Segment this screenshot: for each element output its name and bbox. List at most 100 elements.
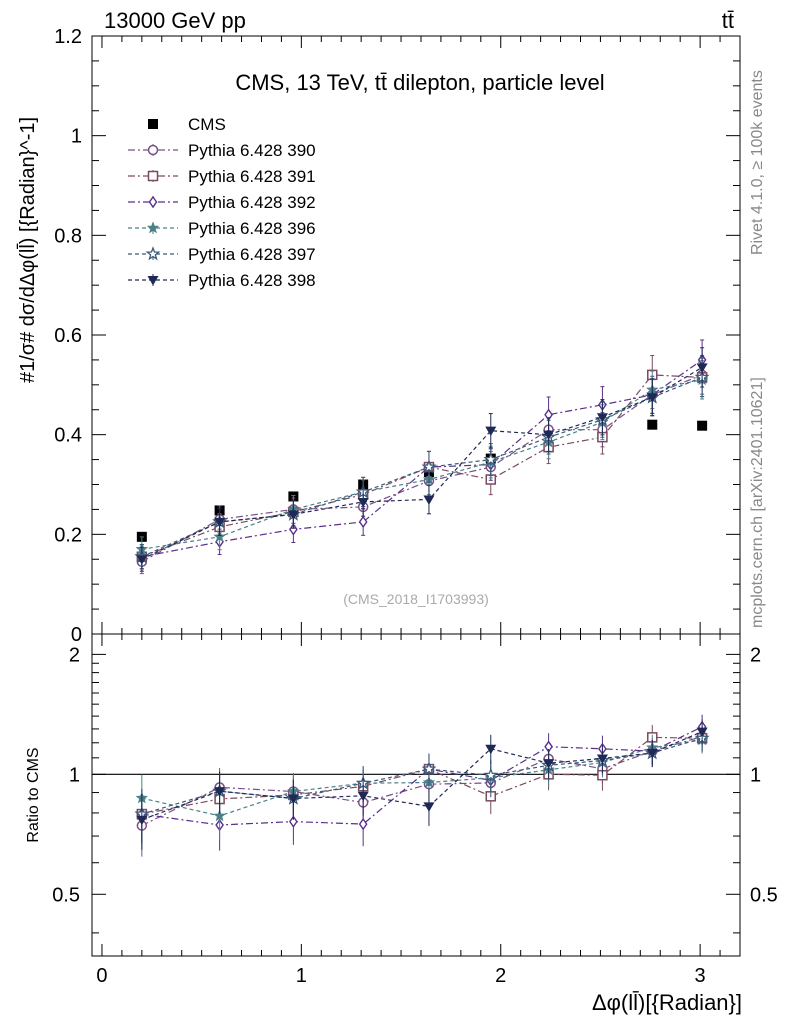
ratio-series-6	[136, 719, 708, 850]
legend-marker	[145, 246, 161, 261]
legend-label: Pythia 6.428 396	[188, 219, 316, 238]
legend-item-0: CMS	[148, 115, 226, 134]
legend-marker	[147, 276, 159, 286]
ratio-y-tick-label-right: 1	[750, 764, 761, 786]
ratio-point	[214, 787, 226, 797]
legend-item-2: Pythia 6.428 391	[128, 167, 316, 186]
ratio-point	[543, 759, 555, 769]
ratio-point	[213, 809, 226, 822]
ratio-line	[141, 726, 703, 826]
chart-title: CMS, 13 TeV, tt̄ dilepton, particle leve…	[235, 70, 604, 95]
data-point	[483, 451, 499, 466]
data-point	[421, 459, 437, 474]
legend-item-3: Pythia 6.428 392	[128, 193, 316, 212]
legend-item-4: Pythia 6.428 396	[128, 219, 316, 238]
series-line	[141, 379, 703, 550]
data-point	[357, 497, 369, 508]
data-point	[697, 420, 708, 431]
series-line	[141, 376, 703, 558]
legend-marker	[147, 170, 159, 182]
y-tick-label: 1	[71, 126, 82, 148]
y-tick-label: 0.4	[54, 425, 82, 447]
data-point	[485, 426, 497, 437]
data-point	[214, 517, 226, 528]
legend-marker	[147, 144, 159, 156]
series-layer	[134, 339, 710, 575]
data-point	[136, 555, 148, 565]
series-6	[136, 347, 708, 572]
legend-item-5: Pythia 6.428 397	[128, 245, 316, 264]
data-point	[358, 515, 368, 529]
series-line	[141, 374, 703, 563]
ratio-point	[485, 744, 497, 755]
legend: CMS Pythia 6.428 390 Pythia 6.428 391 Pythi…	[128, 115, 316, 290]
data-point	[213, 530, 226, 543]
rivet-label: Rivet 4.1.0, ≥ 100k events	[749, 70, 766, 255]
ratio-line	[141, 739, 703, 817]
ratio-y-tick-label: 0.5	[52, 884, 80, 906]
y-tick-label: 0.8	[54, 225, 82, 247]
series-line	[141, 374, 703, 558]
series-line	[141, 366, 703, 560]
legend-label: Pythia 6.428 398	[188, 271, 316, 290]
ratio-plot-frame	[91, 633, 741, 957]
ratio-line	[141, 736, 703, 815]
ratio-point	[136, 815, 148, 826]
legend-label: Pythia 6.428 392	[188, 193, 316, 212]
ratio-point	[287, 794, 299, 805]
data-point	[543, 430, 555, 441]
ratio-point	[423, 802, 435, 812]
x-tick-label: 2	[495, 965, 506, 987]
y-tick-label-zero: 0	[71, 624, 82, 646]
legend-marker	[148, 119, 158, 129]
ratio-point	[358, 817, 368, 831]
data-point	[647, 419, 658, 430]
analysis-watermark: (CMS_2018_I1703993)	[343, 591, 489, 607]
ratio-point	[696, 727, 708, 738]
y-tick-label: 0.6	[54, 325, 82, 347]
energy-label: 13000 GeV pp	[104, 8, 246, 33]
ratio-y-tick-label: 1	[69, 764, 80, 786]
ratio-y-axis-label: Ratio to CMS	[25, 747, 42, 842]
legend-item-1: Pythia 6.428 390	[128, 141, 316, 160]
data-point	[696, 363, 708, 373]
legend-marker	[148, 195, 158, 209]
axis-ticks	[92, 35, 741, 956]
tick-labels: 0 1 2 3 0.2 0.4 0.6 0.8 1 1.2 0 0.5 1 2 0.5 1 2	[52, 26, 778, 987]
data-point	[596, 413, 608, 423]
y-tick-label: 1.2	[54, 26, 82, 48]
ratio-line	[141, 731, 703, 821]
ratio-line	[141, 737, 703, 815]
legend-label: CMS	[188, 115, 226, 134]
legend-label: Pythia 6.428 397	[188, 245, 316, 264]
series-line	[141, 359, 703, 558]
ratio-layer	[134, 714, 710, 857]
data-point	[289, 523, 298, 536]
ratio-point	[289, 815, 298, 828]
legend-label: Pythia 6.428 391	[188, 167, 316, 186]
y-axis-label: #1/σ# dσ/dΔφ(ll̄) [{Radian}^-1]	[16, 117, 39, 383]
ratio-series-3	[137, 714, 707, 851]
ratio-point	[357, 791, 369, 802]
x-tick-label: 1	[296, 965, 307, 987]
legend-label: Pythia 6.428 390	[188, 141, 316, 160]
legend-marker	[146, 221, 160, 234]
ratio-point	[421, 761, 437, 776]
x-tick-label: 3	[695, 965, 706, 987]
data-point	[287, 510, 299, 520]
process-label: tt̄	[722, 8, 734, 33]
x-axis-label: Δφ(ll̄)[{Radian}]	[592, 990, 742, 1015]
data-point	[646, 393, 658, 403]
ratio-point	[483, 767, 499, 782]
data-point	[423, 495, 435, 505]
ratio-y-tick-label: 2	[69, 644, 80, 666]
ratio-point	[596, 754, 608, 765]
series-3	[137, 339, 707, 570]
x-tick-label: 0	[96, 965, 107, 987]
ratio-point	[646, 749, 658, 759]
ratio-line	[141, 735, 703, 827]
ratio-y-tick-label-right: 0.5	[750, 884, 778, 906]
y-tick-label: 0.2	[54, 524, 82, 546]
legend-item-6: Pythia 6.428 398	[128, 271, 316, 290]
